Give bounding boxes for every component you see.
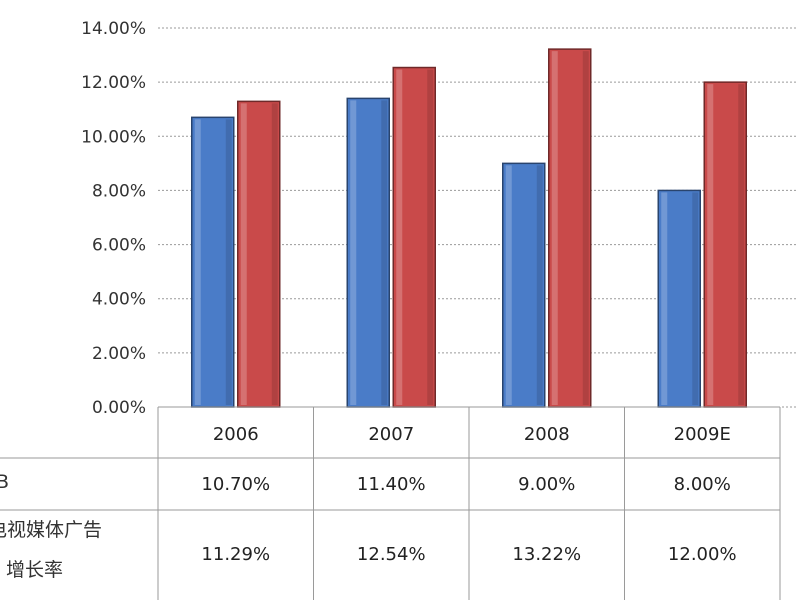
- bar-highlight: [240, 103, 247, 405]
- bar-shadow: [225, 119, 232, 405]
- data-label: 12.00%: [668, 544, 737, 565]
- bar-2008-s0: [502, 162, 546, 408]
- category-label: 2009E: [674, 424, 731, 445]
- y-tick-label: 0.00%: [92, 398, 146, 418]
- bar: [657, 189, 701, 408]
- data-label: 13.22%: [512, 544, 581, 565]
- bar: [346, 97, 390, 408]
- y-tick-label: 12.00%: [81, 73, 146, 93]
- y-tick-label: 6.00%: [92, 236, 146, 256]
- data-label: 12.54%: [357, 544, 426, 565]
- bar-highlight: [194, 119, 201, 405]
- y-tick-label: 4.00%: [92, 290, 146, 310]
- bar-2007-s0: [346, 97, 390, 408]
- bar-2006-s1: [237, 100, 281, 408]
- row-label: 电视媒体广告: [0, 519, 102, 541]
- bar-2008-s1: [548, 48, 592, 408]
- bar-shadow: [738, 84, 745, 406]
- bar: [548, 48, 592, 408]
- data-label: 8.00%: [674, 474, 731, 495]
- bar-highlight: [350, 100, 357, 405]
- bar-shadow: [582, 51, 589, 405]
- bar-highlight: [505, 165, 512, 405]
- bar-shadow: [381, 100, 388, 405]
- y-axis-ticks: 0.00% 2.00% 4.00% 6.00% 8.00% 10.00% 12.00% 14.…: [81, 19, 146, 418]
- bars: [191, 48, 747, 408]
- data-label: 11.40%: [357, 474, 426, 495]
- row-label: 增长率: [6, 559, 63, 581]
- bar-2009E-s1: [703, 81, 747, 408]
- y-tick-label: 2.00%: [92, 344, 146, 364]
- data-table: 2006 2007 2008 2009E 10.70% 11.40% 9.00% 8.00% 1…: [0, 406, 781, 600]
- bar-highlight: [661, 192, 668, 405]
- y-tick-label: 8.00%: [92, 181, 146, 201]
- bar-2006-s0: [191, 116, 235, 408]
- bar-shadow: [692, 192, 699, 405]
- bar-highlight: [707, 84, 714, 406]
- bar-shadow: [427, 69, 434, 405]
- category-label: 2006: [213, 424, 259, 445]
- bar: [392, 66, 436, 408]
- bar-shadow: [536, 165, 543, 405]
- bar: [191, 116, 235, 408]
- bar-highlight: [551, 51, 558, 405]
- bar: [703, 81, 747, 408]
- y-tick-label: 10.00%: [81, 127, 146, 147]
- data-label: 11.29%: [201, 544, 270, 565]
- bar-2009E-s0: [657, 189, 701, 408]
- data-label: 9.00%: [518, 474, 575, 495]
- category-label: 2007: [368, 424, 414, 445]
- y-tick-label: 14.00%: [81, 19, 146, 39]
- row-label: B: [0, 471, 9, 493]
- bar-highlight: [396, 69, 403, 405]
- bar-2007-s1: [392, 66, 436, 408]
- data-label: 10.70%: [201, 474, 270, 495]
- category-label: 2008: [524, 424, 570, 445]
- bar: [502, 162, 546, 408]
- bar-shadow: [271, 103, 278, 405]
